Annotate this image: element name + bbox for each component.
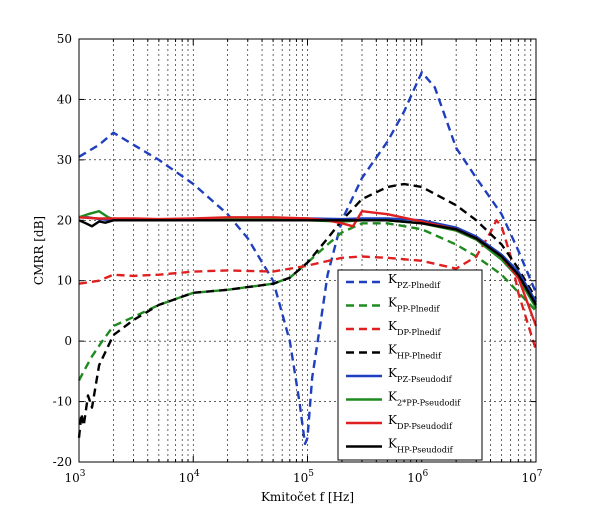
legend-entry: KHP-Plnedif (388, 343, 442, 361)
legend-entry: KHP-Pseudodif (388, 437, 454, 455)
series-line-8 (78, 219, 538, 306)
x-tick-label: 105 (293, 469, 314, 485)
legend-entry: KDP-Plnedif (388, 319, 441, 337)
y-tick-label: -20 (53, 455, 72, 469)
x-tick-labels: 103 104 105 106 107 (64, 469, 542, 485)
legend-entry: KPZ-Plnedif (388, 272, 441, 290)
legend: KPZ-Plnedif KPP-Plnedif KDP-Plnedif KHP-Pln… (337, 269, 483, 461)
series-line-1 (78, 70, 538, 446)
legend-entry: KDP-Pseudodif (388, 413, 453, 431)
y-tick-label: -10 (53, 395, 72, 409)
y-tick-labels: -20 -10 0 10 20 30 40 50 (53, 32, 72, 469)
legend-entry: KPZ-Pseudodif (388, 366, 453, 384)
x-tick-label: 106 (407, 469, 428, 485)
series-line-4 (77, 182, 538, 438)
x-tick-label: 104 (179, 469, 200, 485)
y-tick-label: 0 (64, 334, 72, 348)
y-tick-label: 10 (57, 274, 72, 288)
series-line-3 (78, 219, 538, 351)
y-tick-label: 20 (57, 213, 72, 227)
data-series (77, 70, 538, 446)
y-tick-label: 40 (57, 92, 72, 106)
y-axis-label: CMRR [dB] (32, 216, 46, 285)
x-axis-label: Kmitočet f [Hz] (261, 490, 354, 504)
legend-entry: K2*PP-Pseudodif (388, 390, 461, 408)
y-tick-label: 50 (57, 32, 72, 46)
x-tick-label: 107 (521, 469, 542, 485)
x-tick-label: 103 (64, 469, 85, 485)
legend-box (337, 269, 483, 461)
y-tick-label: 30 (57, 153, 72, 167)
legend-entry: KPP-Plnedif (388, 296, 440, 314)
